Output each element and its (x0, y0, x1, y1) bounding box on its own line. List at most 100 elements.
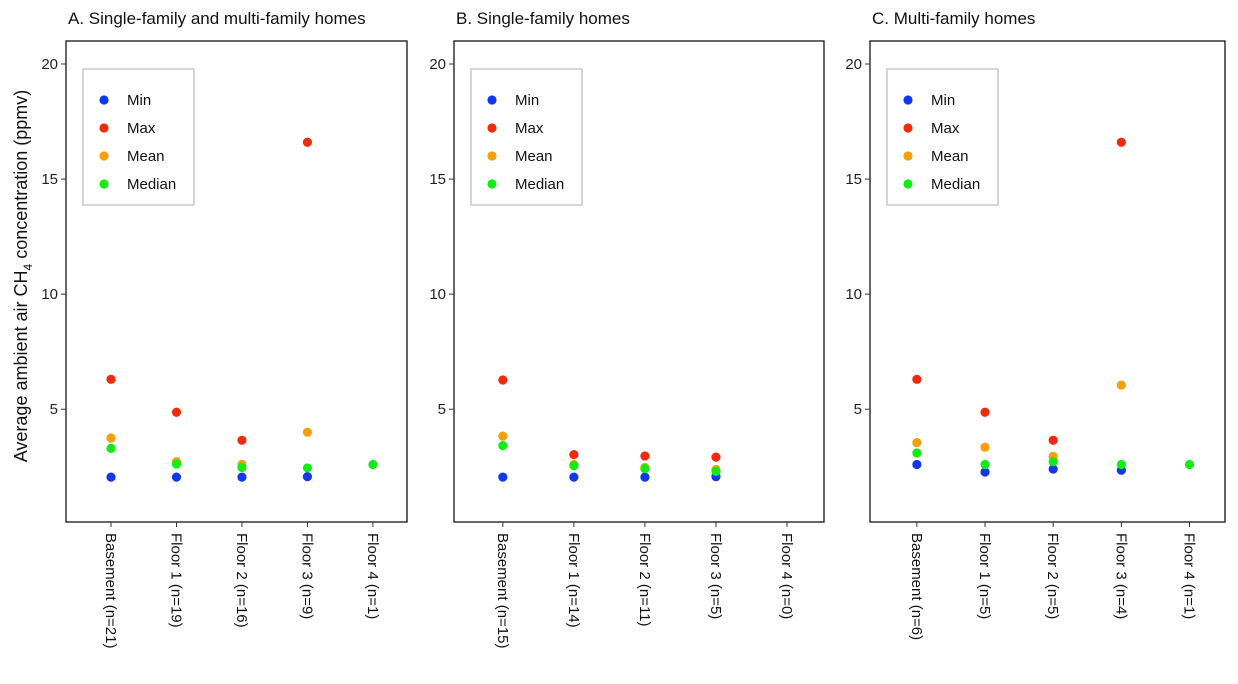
point-mean (106, 433, 116, 443)
plot-frame (869, 40, 1226, 523)
point-median (980, 459, 990, 470)
y-tick-label: 10 (41, 286, 58, 303)
point-max (640, 451, 650, 461)
panel-title: C. Multi-family homes (872, 9, 1035, 28)
point-max (171, 407, 182, 417)
legend-label: Median (931, 176, 980, 193)
legend-marker (487, 151, 497, 161)
point-mean (498, 431, 508, 441)
legend-marker (99, 179, 109, 189)
legend-marker (99, 123, 109, 133)
x-tick-label: Floor 1 (n=19) (167, 533, 184, 628)
y-tick-label: 15 (429, 171, 446, 188)
point-max (912, 374, 922, 384)
y-tick-label: 20 (429, 56, 446, 73)
point-min (912, 459, 922, 470)
legend-label: Max (931, 120, 960, 137)
x-tick-label: Floor 4 (n=1) (1181, 533, 1198, 619)
legend-label: Mean (515, 148, 553, 165)
x-tick-label: Basement (n=21) (102, 533, 119, 648)
point-min (1048, 464, 1058, 474)
panel-b: B. Single-family homes 5 10 15 20 Basement (n… (429, 9, 825, 648)
point-min (980, 467, 990, 477)
y-tick-label: 20 (845, 56, 862, 73)
y-tick-label: 5 (438, 401, 446, 418)
y-tick-label: 5 (50, 401, 58, 418)
chart-panels: A. Single-family and multi-family homes 5… (41, 9, 1226, 648)
legend-label: Min (127, 92, 151, 109)
plot-frame (65, 40, 408, 523)
point-median (106, 443, 116, 453)
legend-label: Median (127, 176, 176, 193)
legend-label: Min (931, 92, 955, 109)
legend: Min Max Mean Median (82, 68, 195, 206)
legend-label: Median (515, 176, 564, 193)
y-axis-label: Average ambient air CH4 concentration (p… (11, 90, 35, 463)
legend-marker (99, 95, 109, 105)
x-tick-label: Basement (n=15) (494, 533, 511, 648)
legend: Min Max Mean Median (470, 68, 583, 206)
y-tick-label: 10 (845, 286, 862, 303)
x-tick-label: Floor 1 (n=5) (976, 533, 993, 619)
point-median (1184, 459, 1195, 470)
legend-label: Max (127, 120, 156, 137)
point-min (569, 472, 579, 482)
x-tick-label: Floor 4 (n=1) (364, 533, 381, 619)
legend-marker (903, 123, 913, 133)
legend-label: Min (515, 92, 539, 109)
legend-marker (903, 151, 913, 161)
point-max (711, 452, 721, 462)
plot-frame (453, 40, 825, 523)
point-median (368, 459, 378, 470)
y-tick-label: 5 (854, 401, 862, 418)
panel-a: A. Single-family and multi-family homes 5… (41, 9, 408, 648)
panel-c: C. Multi-family homes 5 10 15 20 Basement (n=… (845, 9, 1226, 640)
point-median (640, 464, 650, 474)
point-min (640, 472, 650, 482)
point-max (980, 407, 990, 417)
legend-marker (99, 151, 109, 161)
legend-marker (903, 179, 913, 189)
point-mean (1116, 380, 1126, 390)
y-tick-label: 15 (845, 171, 862, 188)
point-max (498, 375, 508, 385)
point-min (302, 472, 313, 482)
point-median (302, 463, 313, 473)
panel-title: A. Single-family and multi-family homes (68, 9, 366, 28)
legend-label: Max (515, 120, 544, 137)
point-median (711, 466, 721, 476)
point-min (106, 472, 116, 482)
point-mean (302, 427, 313, 437)
legend-marker (487, 179, 497, 189)
y-tick-label: 20 (41, 56, 58, 73)
y-tick-label: 15 (41, 171, 58, 188)
point-median (237, 462, 247, 473)
point-median (1116, 459, 1126, 470)
point-mean (980, 442, 990, 452)
x-tick-label: Floor 4 (n=0) (778, 533, 795, 619)
point-max (106, 374, 116, 384)
point-max (237, 435, 247, 445)
panel-title: B. Single-family homes (456, 9, 630, 28)
point-max (569, 449, 579, 460)
point-max (1048, 435, 1058, 445)
point-min (171, 472, 182, 482)
legend-label: Mean (127, 148, 165, 165)
legend-marker (487, 123, 497, 133)
point-median (171, 459, 182, 469)
point-median (498, 440, 508, 451)
point-median (569, 461, 579, 471)
x-tick-label: Floor 3 (n=9) (298, 533, 315, 619)
point-mean (912, 438, 922, 448)
legend-label: Mean (931, 148, 969, 165)
point-min (237, 472, 247, 482)
x-tick-label: Floor 2 (n=5) (1044, 533, 1061, 619)
y-tick-label: 10 (429, 286, 446, 303)
legend-marker (487, 95, 497, 105)
x-tick-label: Floor 2 (n=11) (636, 533, 653, 627)
x-tick-label: Floor 1 (n=14) (565, 533, 582, 628)
point-median (912, 448, 922, 458)
x-tick-label: Floor 3 (n=4) (1112, 533, 1129, 619)
point-min (498, 472, 508, 482)
